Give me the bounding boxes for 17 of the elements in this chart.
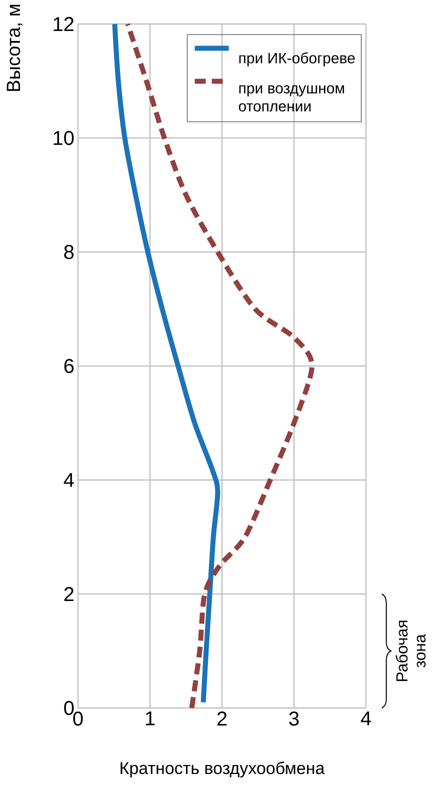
y-axis-title: Высота, м [6,4,22,91]
x-axis-title: Кратность воздухообмена [120,762,325,778]
x-tick-label: 1 [146,712,155,726]
text: при ИК-обогреве [239,52,355,66]
y-tick-label: 2 [64,587,74,601]
text: Рабочая зона [396,620,426,682]
x-tick-label: 2 [217,712,227,726]
y-tick-label: 4 [64,473,74,487]
y-tick-label: 8 [64,244,74,260]
text: при воздушном отоплении [238,85,344,112]
y-tick-label: 12 [54,17,74,31]
y-tick-label: 10 [54,130,74,146]
x-tick-label: 0 [73,712,83,726]
x-tick-label: 3 [289,712,299,726]
x-tick-label: 4 [360,712,371,726]
y-tick-label: 0 [64,700,74,716]
y-tick-label: 6 [64,358,74,374]
